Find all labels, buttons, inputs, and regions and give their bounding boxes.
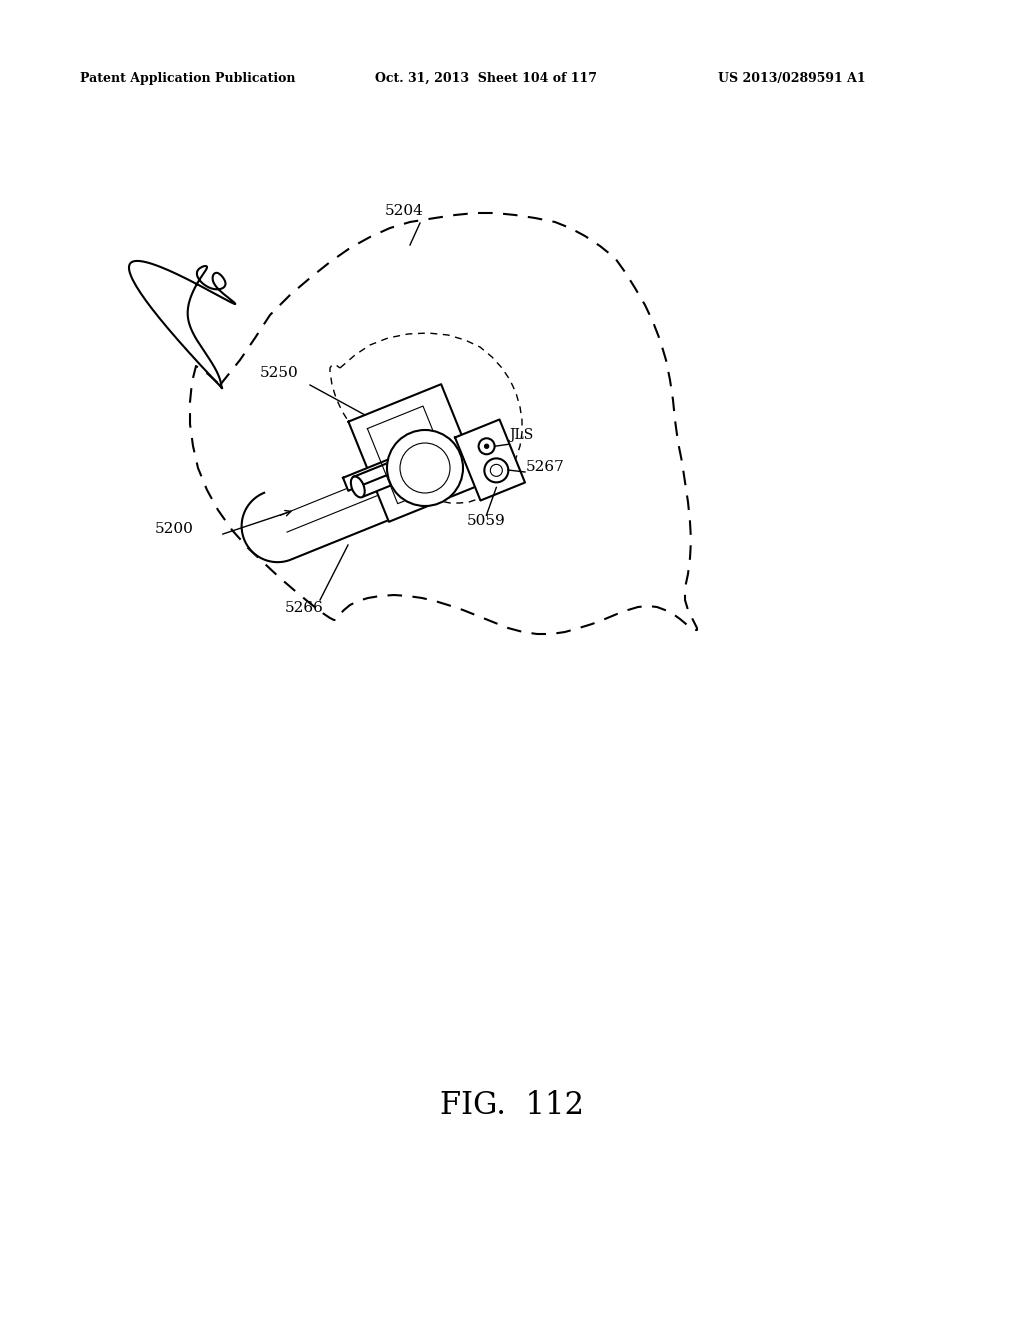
Circle shape xyxy=(478,438,495,454)
Text: JLS: JLS xyxy=(510,428,534,442)
Text: Patent Application Publication: Patent Application Publication xyxy=(80,73,296,84)
Text: US 2013/0289591 A1: US 2013/0289591 A1 xyxy=(718,73,865,84)
Ellipse shape xyxy=(351,477,365,498)
Polygon shape xyxy=(348,384,481,521)
Text: 5204: 5204 xyxy=(385,205,424,218)
Polygon shape xyxy=(353,461,401,498)
Circle shape xyxy=(484,445,488,449)
Circle shape xyxy=(387,430,463,506)
Text: 5266: 5266 xyxy=(285,601,324,615)
Circle shape xyxy=(490,465,503,477)
Text: Oct. 31, 2013  Sheet 104 of 117: Oct. 31, 2013 Sheet 104 of 117 xyxy=(375,73,597,84)
Text: 5059: 5059 xyxy=(466,515,505,528)
Text: FIG.  112: FIG. 112 xyxy=(440,1090,584,1121)
Polygon shape xyxy=(343,451,413,491)
Polygon shape xyxy=(242,447,419,562)
Text: 5267: 5267 xyxy=(526,459,565,474)
Text: 5200: 5200 xyxy=(155,521,194,536)
Circle shape xyxy=(400,444,450,492)
Polygon shape xyxy=(455,420,525,500)
Circle shape xyxy=(484,458,508,482)
Text: 5250: 5250 xyxy=(260,366,299,380)
Polygon shape xyxy=(368,407,454,504)
